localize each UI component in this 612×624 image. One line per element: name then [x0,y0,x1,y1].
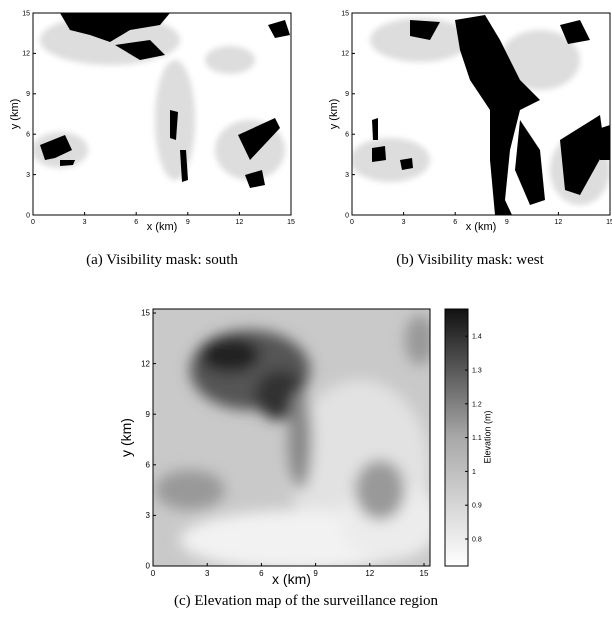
colorbar-tick-label: 1.3 [472,368,482,375]
y-axis-label: y (km) [118,418,134,457]
mask-image-west [352,13,610,215]
x-tick-label: 3 [205,569,210,578]
y-tick-label: 3 [26,172,30,179]
x-tick-label: 9 [313,569,318,578]
y-tick-label: 0 [26,212,30,219]
axes-frame [152,308,431,567]
colorbar-tick-label: 1.1 [472,435,482,442]
x-axis-label: x (km) [272,571,311,587]
y-tick-label: 9 [146,410,151,419]
x-tick-label: 0 [31,219,35,226]
y-tick-label: 9 [345,91,349,98]
axes-frame [351,12,611,216]
y-tick-label: 0 [146,562,151,571]
colorbar-tick-label: 0.9 [472,503,482,510]
x-tick-label: 3 [83,219,87,226]
y-tick-label: 15 [22,10,30,17]
x-tick-label: 12 [555,219,563,226]
x-tick-label: 0 [151,569,156,578]
y-tick-label: 12 [22,51,30,58]
x-axis-label: x (km) [466,221,497,233]
x-tick-label: 6 [134,219,138,226]
y-tick-label: 9 [26,91,30,98]
y-tick-label: 6 [345,132,349,139]
y-axis-label: y (km) [9,99,21,130]
y-tick-label: 3 [146,511,151,520]
colorbar-label: Elevation (m) [482,410,492,463]
y-tick-label: 6 [26,132,30,139]
y-tick-label: 15 [341,10,349,17]
x-axis-label: x (km) [147,221,178,233]
y-tick-label: 3 [345,172,349,179]
y-tick-label: 12 [341,51,349,58]
x-tick-label: 6 [259,569,264,578]
colorbar-tick-label: 1 [472,469,476,476]
x-tick-label: 3 [402,219,406,226]
colorbar [444,308,469,567]
x-tick-label: 9 [505,219,509,226]
elevation-image [153,309,430,566]
x-tick-label: 6 [453,219,457,226]
caption: (b) Visibility mask: west [396,252,544,268]
x-tick-label: 9 [186,219,190,226]
y-tick-label: 15 [141,309,150,318]
y-tick-label: 0 [345,212,349,219]
mask-image-south [33,13,291,215]
x-tick-label: 12 [365,569,374,578]
y-tick-label: 12 [141,359,150,368]
caption: (a) Visibility mask: south [86,252,238,268]
colorbar-tick-label: 1.4 [472,334,482,341]
colorbar-tick-label: 0.8 [472,537,482,544]
y-tick-label: 6 [146,460,151,469]
colorbar-tick-label: 1.2 [472,401,482,408]
x-tick-label: 15 [420,569,429,578]
x-tick-label: 12 [236,219,244,226]
x-tick-label: 15 [287,219,295,226]
x-tick-label: 0 [350,219,354,226]
x-tick-label: 15 [606,219,612,226]
y-axis-label: y (km) [328,99,340,130]
caption: (c) Elevation map of the surveillance re… [174,593,439,609]
axes-frame [32,12,292,216]
